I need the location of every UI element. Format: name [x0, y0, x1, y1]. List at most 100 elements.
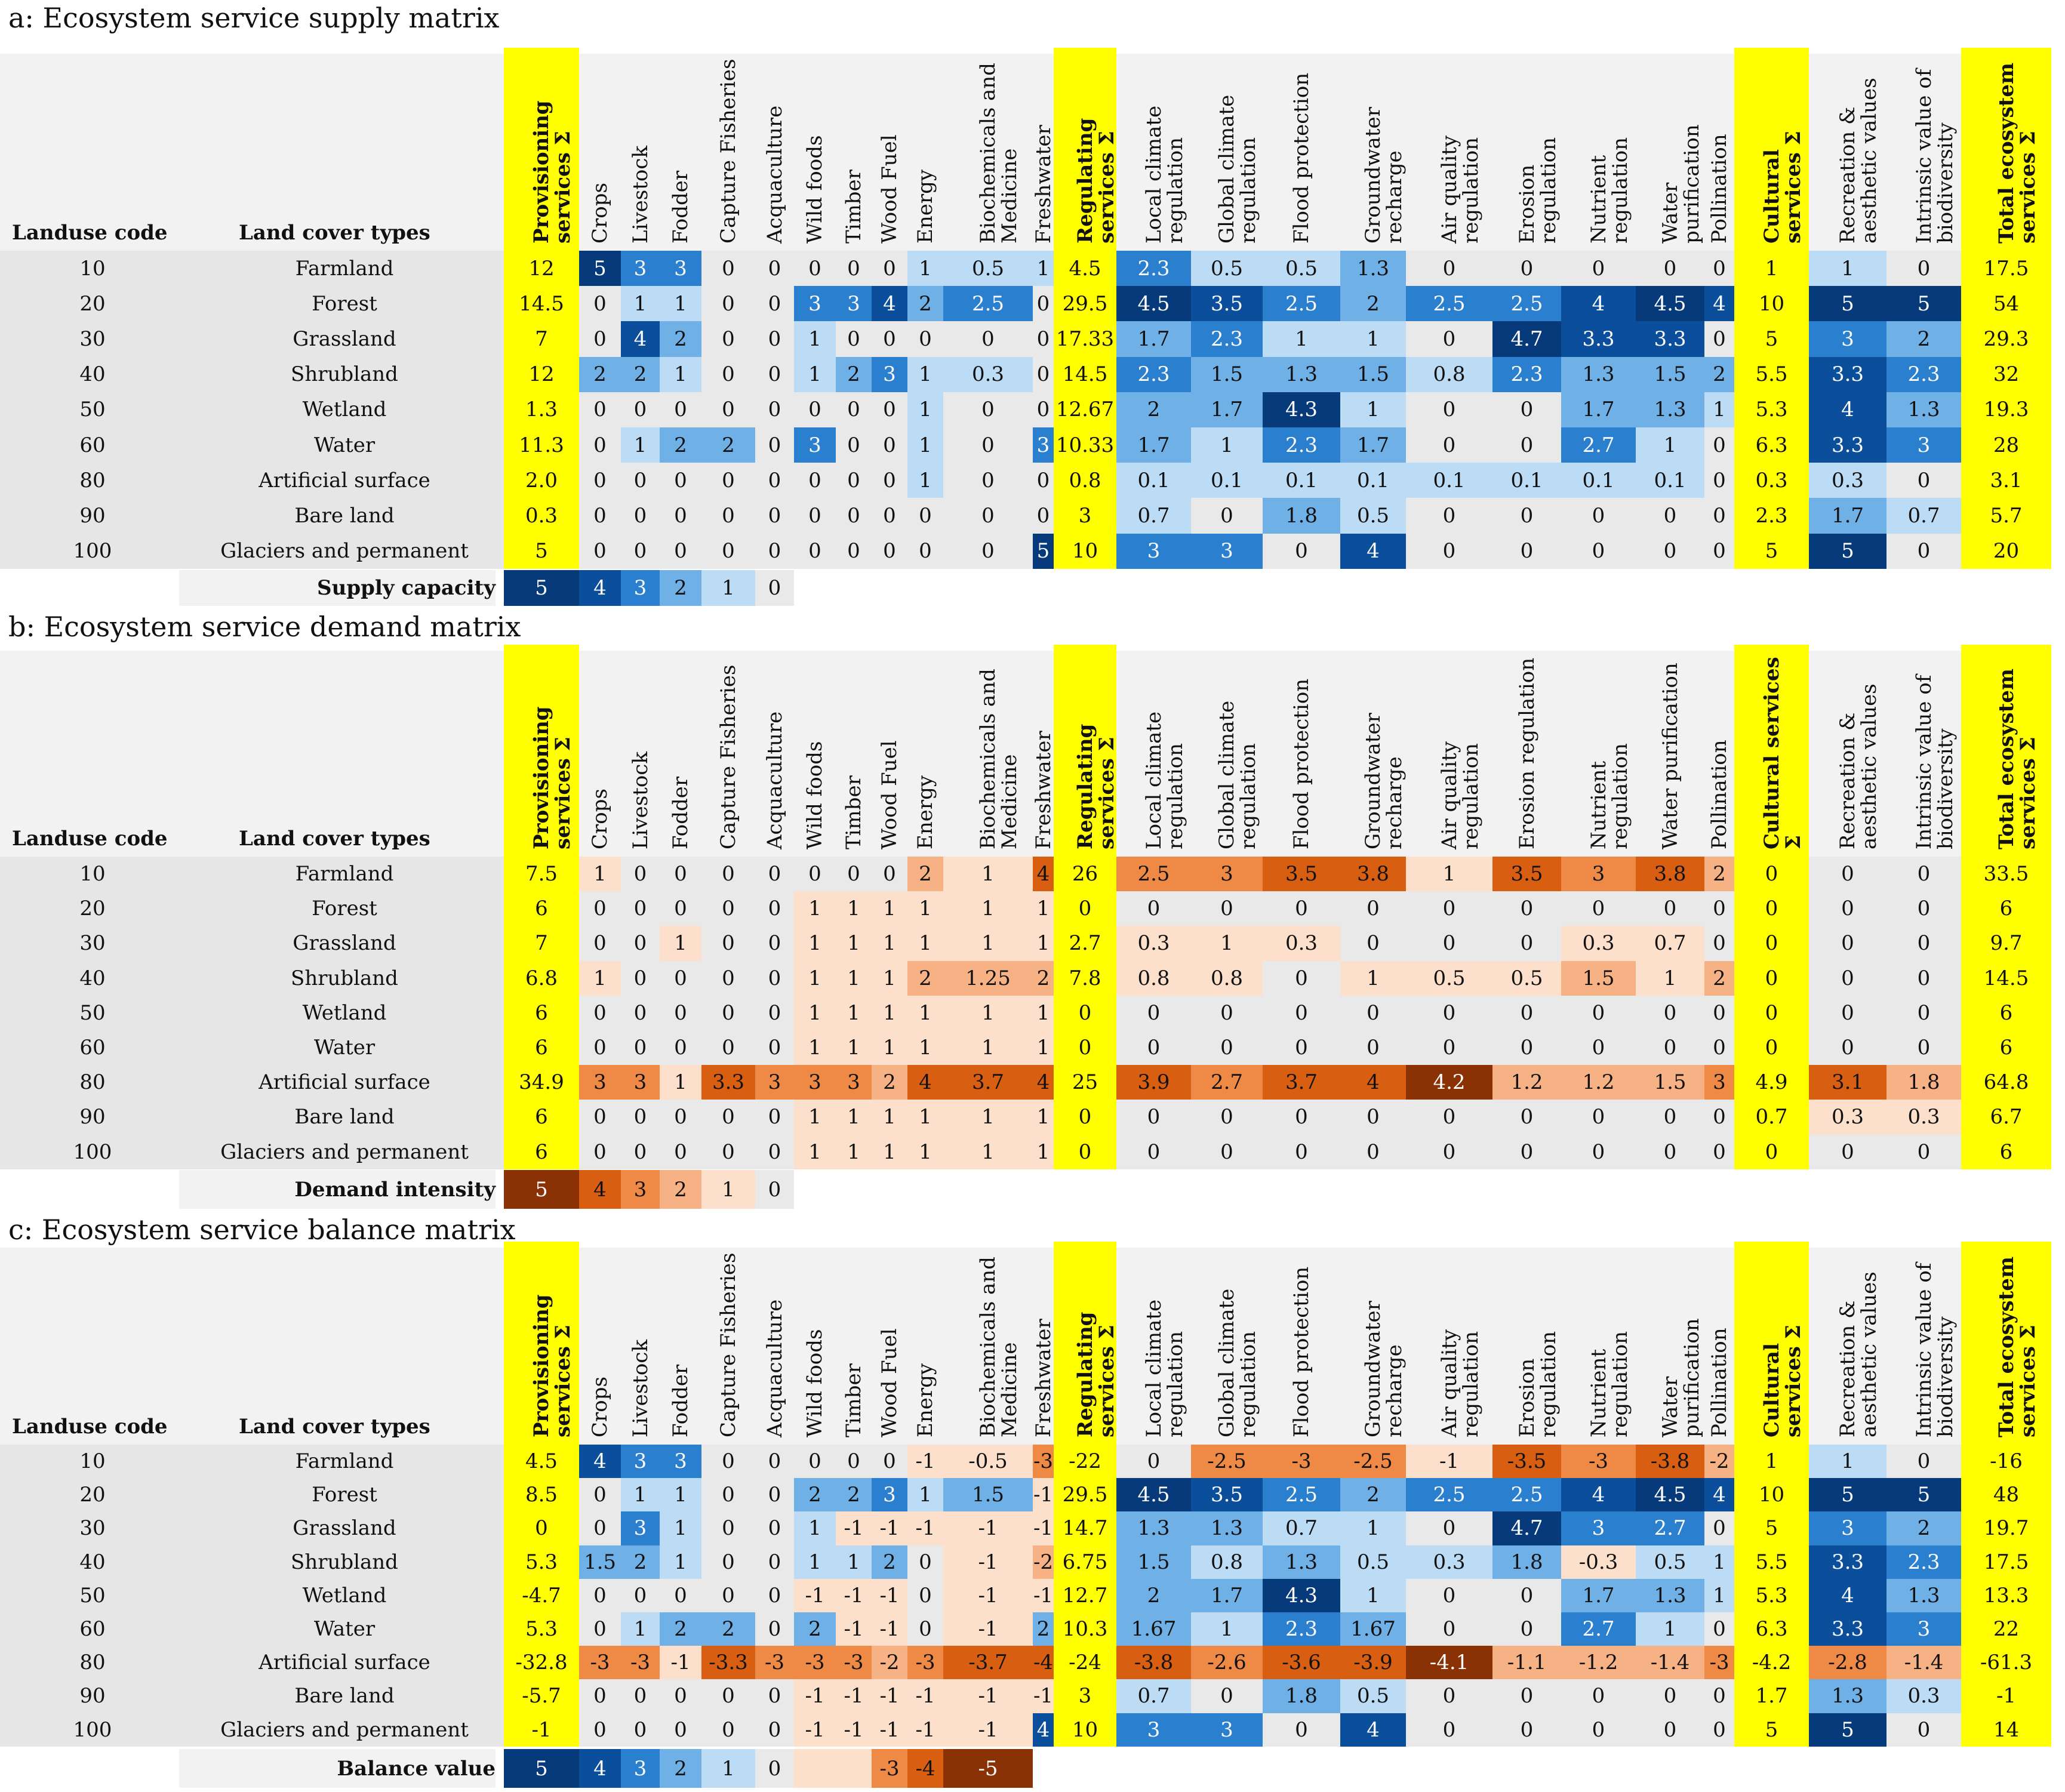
cell-energy: -1	[907, 1445, 943, 1479]
cell-total: 64.8	[1983, 1070, 2029, 1095]
legend-swatch: 3	[621, 570, 660, 606]
cell-total: 32	[1993, 362, 2020, 387]
column-header-biochem: Biochemicals and Medicine	[976, 63, 1021, 244]
cell-intrinsic: 0	[1886, 857, 1961, 892]
column-header-freshwater: Freshwater	[1031, 731, 1055, 849]
cell-livestock: 1	[621, 1612, 660, 1646]
cell-erosion: 0	[1492, 1578, 1561, 1612]
column-header-pollination: Pollination	[1707, 740, 1731, 849]
cell-pollination: 0	[1704, 891, 1734, 926]
cell-capture: 0	[701, 891, 755, 926]
cell-total: 9.7	[1990, 931, 2023, 956]
column-header-nutrient: Nutrient regulation	[1586, 743, 1632, 849]
cell-timber: -1	[836, 1612, 872, 1646]
legend-swatch: -3	[872, 1749, 907, 1788]
cell-freshwater: 1	[1033, 1030, 1054, 1066]
cell-water: 0	[1636, 498, 1704, 534]
cell-erosion: 0	[1492, 1713, 1561, 1747]
cell-prov: 6	[535, 897, 548, 921]
cell-groundwater: -3.9	[1340, 1646, 1406, 1680]
cell-erosion: 0	[1492, 1030, 1561, 1066]
cell-localclim: 0	[1116, 1134, 1191, 1169]
column-header-capture: Capture Fisheries	[716, 58, 740, 244]
cell-crops: 0	[579, 392, 621, 427]
column-reg-highlight	[1054, 645, 1116, 1169]
legend-swatch: 2	[660, 570, 701, 606]
legend-swatch: 2	[660, 1170, 701, 1209]
column-header-crops: Crops	[588, 789, 612, 849]
row-code: 10	[79, 256, 106, 281]
cell-intrinsic: 0.3	[1886, 1679, 1961, 1713]
cell-energy: 1	[907, 1100, 943, 1135]
cell-freshwater: 1	[1033, 891, 1054, 926]
cell-pollination: 2	[1704, 960, 1734, 996]
cell-prov: 6	[535, 1105, 548, 1129]
legend-label: Supply capacity	[179, 570, 496, 606]
cell-energy: -1	[907, 1713, 943, 1747]
cell-aqua: 0	[755, 857, 794, 892]
cell-water: 4.5	[1636, 1478, 1704, 1512]
cell-localclim: 0	[1116, 1030, 1191, 1066]
column-header-wild: Wild foods	[803, 1329, 827, 1437]
legend-swatch: -4	[907, 1749, 943, 1788]
cell-intrinsic: 0	[1886, 891, 1961, 926]
cell-freshwater: 1	[1033, 926, 1054, 961]
cell-reg: 10	[1072, 1717, 1098, 1742]
cell-reg: 10	[1072, 539, 1098, 564]
cell-freshwater: 1	[1033, 251, 1054, 287]
cell-intrinsic: 5	[1886, 1478, 1961, 1512]
cell-aqua: 0	[755, 926, 794, 961]
cell-livestock: 0	[621, 498, 660, 534]
cell-energy: 0	[907, 533, 943, 569]
cell-localclim: 4.5	[1116, 286, 1191, 322]
cell-fodder: 3	[660, 1445, 701, 1479]
cell-cult: 0	[1765, 1140, 1778, 1164]
row-code: 10	[79, 862, 106, 886]
cell-capture: 0	[701, 533, 755, 569]
cell-capture: 0	[701, 926, 755, 961]
cell-cult: 5.3	[1755, 398, 1788, 422]
cell-groundwater: 1	[1340, 960, 1406, 996]
cell-total: 19.7	[1983, 1516, 2029, 1541]
cell-nutrient: 1.2	[1561, 1065, 1636, 1100]
cell-water: 0	[1636, 995, 1704, 1030]
cell-capture: 0	[701, 1030, 755, 1066]
column-header-intrinsic: Intrinsic value of biodiversity	[1912, 69, 1958, 244]
cell-biochem: -1	[943, 1612, 1033, 1646]
cell-livestock: 2	[621, 356, 660, 392]
cell-flood: 3.7	[1263, 1065, 1340, 1100]
legend-swatch: 0	[755, 1170, 794, 1209]
cell-wild: 1	[794, 1545, 836, 1579]
legend-swatch: 3	[621, 1170, 660, 1209]
cell-water: 0	[1636, 1679, 1704, 1713]
cell-recreation: 1	[1809, 1445, 1886, 1479]
cell-pollination: 0	[1704, 995, 1734, 1030]
column-header-groundwater: Groundwater recharge	[1361, 107, 1407, 244]
cell-biochem: -1	[943, 1511, 1033, 1545]
cell-reg: 4.5	[1069, 256, 1101, 281]
cell-localclim: 0.3	[1116, 926, 1191, 961]
cell-prov: 7.5	[525, 862, 558, 886]
cell-globalclim: 1.7	[1191, 1578, 1263, 1612]
cell-recreation: 0	[1809, 960, 1886, 996]
cell-flood: 0.3	[1263, 926, 1340, 961]
cell-erosion: 0	[1492, 1134, 1561, 1169]
row-land-cover-name: Glaciers and permanent	[220, 539, 469, 564]
row-code: 40	[79, 966, 106, 990]
cell-crops: 0	[579, 995, 621, 1030]
column-header-livestock: Livestock	[628, 751, 653, 849]
legend-swatch: 4	[579, 1749, 621, 1788]
cell-woodfuel: 0	[872, 321, 907, 357]
cell-groundwater: 0	[1340, 1030, 1406, 1066]
cell-pollination: 3	[1704, 1065, 1734, 1100]
column-header-aqua: Acquaculture	[762, 711, 787, 849]
cell-airq: 2.5	[1406, 286, 1492, 322]
row-code: 30	[79, 931, 106, 956]
column-header-timber: Timber	[842, 775, 866, 849]
cell-cult: 6.3	[1755, 433, 1788, 457]
cell-nutrient: 2.7	[1561, 427, 1636, 463]
row-land-cover-name: Glaciers and permanent	[220, 1140, 469, 1164]
legend-swatch: 5	[504, 570, 579, 606]
cell-cult: 0.3	[1755, 468, 1788, 492]
cell-livestock: 0	[621, 392, 660, 427]
